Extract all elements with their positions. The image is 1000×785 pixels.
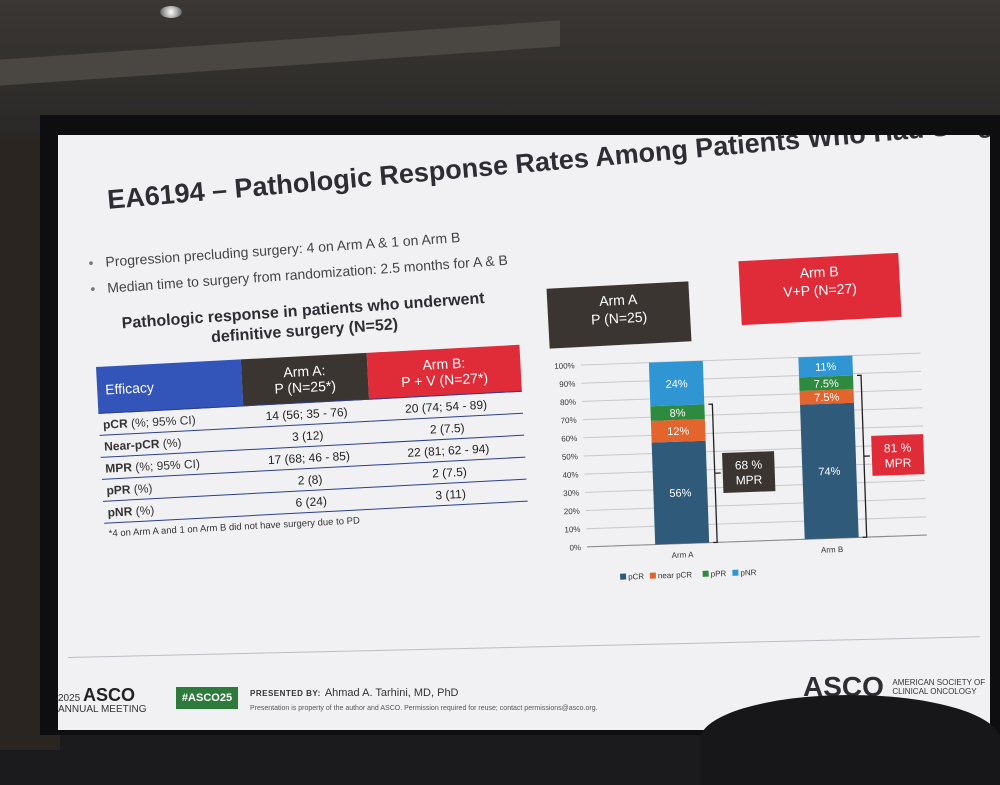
legend-label: pCR: [628, 572, 645, 582]
legend-label: pNR: [740, 568, 757, 578]
legend-label: pPR: [711, 569, 727, 579]
data-label: 7.5%: [814, 391, 840, 404]
gridline: [581, 370, 922, 384]
gridline: [586, 516, 927, 530]
y-tick-label: 70%: [560, 416, 576, 426]
gridline: [583, 443, 924, 457]
bar-segment: [799, 389, 854, 405]
bar-segment: [650, 404, 705, 421]
data-label: 12%: [667, 425, 690, 438]
x-axis-line: [587, 534, 927, 548]
y-tick-label: 100%: [554, 361, 575, 371]
ceiling-beam: [0, 20, 560, 86]
y-tick-label: 90%: [559, 379, 575, 389]
presented-by-label: PRESENTED BY:: [250, 689, 321, 698]
mpr-annotation-box: [871, 434, 925, 476]
legend-label: near pCR: [658, 570, 693, 580]
meeting-year: 2025: [58, 693, 81, 704]
legend-swatch: [702, 570, 709, 577]
presenter: PRESENTED BY: Ahmad A. Tarhini, MD, PhD: [250, 687, 459, 699]
data-label: 8%: [669, 407, 686, 420]
presentation-slide: EA6194 – Pathologic Response Rates Among…: [58, 135, 990, 730]
y-tick-label: 60%: [561, 434, 577, 444]
legend-swatch: [732, 569, 739, 576]
bar-segment: [651, 440, 710, 545]
y-tick-label: 20%: [564, 507, 580, 517]
meeting-name: ANNUAL MEETING: [58, 704, 147, 715]
data-label: 11%: [815, 361, 837, 374]
mpr-bracket: [708, 403, 721, 544]
audience-head: [700, 695, 1000, 785]
mpr-annotation-label: MPR: [885, 456, 912, 471]
y-tick-label: 50%: [562, 452, 578, 462]
data-label: 56%: [669, 487, 692, 500]
mpr-bracket: [857, 374, 870, 538]
bar-segment: [798, 355, 854, 378]
meeting-logo-text: ASCO: [83, 685, 136, 705]
bar-segment: [648, 360, 705, 407]
x-tick-label: Arm B: [821, 545, 844, 555]
gridline: [581, 389, 922, 402]
presenter-name: Ahmad A. Tarhini, MD, PhD: [324, 687, 459, 699]
y-tick-label: 0%: [569, 543, 581, 552]
meeting-logo: 2025 ASCO ANNUAL MEETING: [58, 686, 147, 715]
legend-swatch: [649, 572, 656, 579]
y-tick-label: 80%: [560, 398, 576, 408]
data-label: 74%: [818, 466, 841, 479]
hashtag-badge: #ASCO25: [176, 687, 238, 709]
gridline: [580, 352, 921, 366]
gridline: [585, 498, 926, 512]
x-tick-label: Arm A: [672, 550, 695, 560]
y-tick-label: 40%: [562, 470, 578, 480]
data-label: 24%: [665, 378, 688, 391]
gridline: [582, 407, 923, 421]
mpr-annotation-label: MPR: [735, 473, 762, 488]
mpr-annotation-value: 68 %: [735, 458, 763, 473]
gridline: [583, 425, 924, 439]
y-tick-label: 30%: [563, 489, 579, 499]
bar-segment: [800, 402, 859, 540]
ceiling-light: [160, 6, 182, 18]
y-tick-label: 10%: [564, 525, 580, 535]
slide-footer: 2025 ASCO ANNUAL MEETING #ASCO25 PRESENT…: [58, 135, 990, 730]
bar-segment: [650, 418, 706, 443]
data-label: 7.5%: [814, 378, 840, 391]
society-name: AMERICAN SOCIETY OF CLINICAL ONCOLOGY: [892, 678, 985, 696]
permission-note: Presentation is property of the author a…: [250, 705, 598, 712]
mpr-annotation-box: [722, 451, 776, 493]
society-line: AMERICAN SOCIETY OF: [892, 678, 986, 687]
society-line: CLINICAL ONCOLOGY: [892, 687, 977, 696]
mpr-annotation-value: 81 %: [884, 441, 912, 456]
bar-segment: [799, 375, 854, 392]
legend-swatch: [620, 573, 627, 580]
stacked-bar-chart: 0% 10% 20% 30% 40% 50% 60% 70% 80% 90% 100% 56% 12% 8…: [554, 352, 927, 582]
